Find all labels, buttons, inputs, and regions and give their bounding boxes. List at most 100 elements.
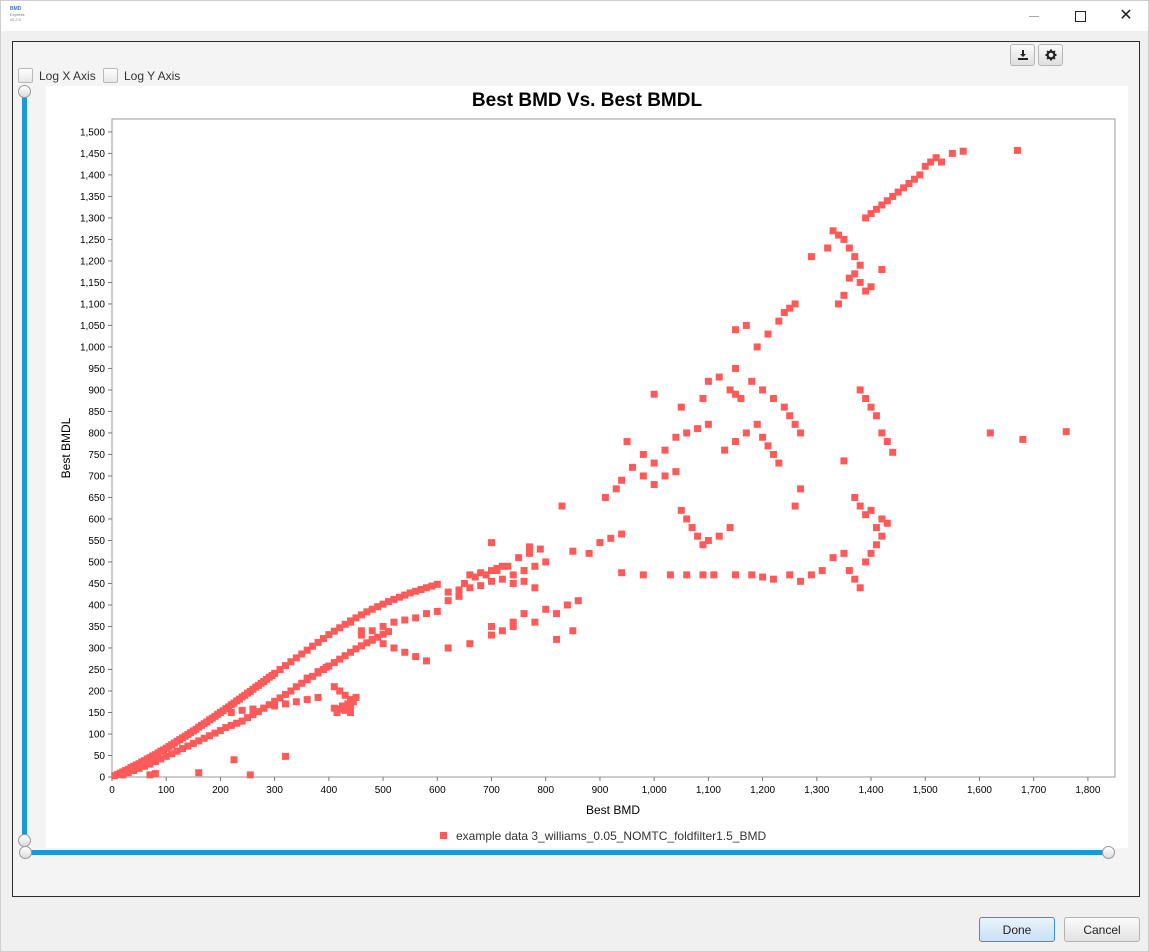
- data-point: [298, 679, 306, 687]
- data-point: [162, 752, 170, 760]
- data-point: [553, 635, 561, 643]
- x-tick-label: 700: [483, 785, 500, 796]
- data-point: [856, 584, 864, 592]
- data-point: [314, 693, 322, 701]
- data-point: [352, 693, 360, 701]
- data-point: [352, 614, 360, 622]
- y-tick-label: 50: [94, 751, 106, 762]
- data-point: [390, 644, 398, 652]
- x-tick-label: 0: [109, 785, 115, 796]
- data-point: [851, 575, 859, 583]
- data-point: [347, 618, 355, 626]
- done-button[interactable]: Done: [979, 917, 1055, 942]
- data-point: [509, 579, 517, 587]
- data-point: [146, 760, 154, 768]
- data-point: [959, 147, 967, 155]
- data-point: [292, 654, 300, 662]
- cancel-button[interactable]: Cancel: [1064, 917, 1140, 942]
- data-point: [135, 764, 143, 772]
- data-point: [628, 463, 636, 471]
- data-point: [385, 598, 393, 606]
- data-point: [672, 468, 680, 476]
- x-tick-label: 600: [429, 785, 446, 796]
- data-point: [769, 395, 777, 403]
- data-point: [428, 582, 436, 590]
- x-tick-label: 1,200: [750, 785, 775, 796]
- y-tick-label: 150: [88, 708, 105, 719]
- data-point: [661, 446, 669, 454]
- data-point: [325, 631, 333, 639]
- data-point: [878, 201, 886, 209]
- data-point: [482, 571, 490, 579]
- data-point: [753, 343, 761, 351]
- data-point: [872, 412, 880, 420]
- data-point: [390, 618, 398, 626]
- data-point: [618, 530, 626, 538]
- minimize-button[interactable]: [1011, 1, 1057, 31]
- settings-button[interactable]: [1038, 44, 1063, 66]
- data-point: [905, 180, 913, 188]
- maximize-button[interactable]: [1057, 1, 1103, 31]
- data-point: [851, 270, 859, 278]
- x-range-slider-max-handle[interactable]: [1102, 846, 1115, 859]
- close-icon: ✕: [1119, 7, 1133, 24]
- data-point: [851, 253, 859, 261]
- x-range-slider-min-handle[interactable]: [19, 846, 32, 859]
- y-tick-label: 450: [88, 579, 105, 590]
- data-point: [363, 608, 371, 616]
- data-point: [189, 739, 197, 747]
- log-y-axis-checkbox[interactable]: [103, 68, 118, 83]
- download-icon: [1017, 50, 1028, 60]
- data-point: [141, 762, 149, 770]
- data-point: [829, 554, 837, 562]
- data-point: [786, 304, 794, 312]
- data-point: [840, 291, 848, 299]
- data-point: [612, 485, 620, 493]
- log-x-axis-option[interactable]: Log X Axis: [18, 68, 96, 83]
- data-point: [759, 573, 767, 581]
- data-point: [222, 724, 230, 732]
- x-range-slider-track[interactable]: [25, 850, 1109, 855]
- data-point: [309, 642, 317, 650]
- data-point: [466, 571, 474, 579]
- y-tick-label: 550: [88, 536, 105, 547]
- data-point: [569, 547, 577, 555]
- data-point: [314, 668, 322, 676]
- download-button[interactable]: [1010, 44, 1035, 66]
- data-point: [856, 502, 864, 510]
- y-tick-label: 800: [88, 428, 105, 439]
- data-point: [330, 704, 338, 712]
- data-point: [281, 662, 289, 670]
- close-button[interactable]: ✕: [1103, 1, 1149, 31]
- y-range-slider-max-handle[interactable]: [18, 85, 31, 98]
- data-point: [314, 638, 322, 646]
- data-point: [444, 644, 452, 652]
- data-point: [753, 420, 761, 428]
- y-range-slider-track[interactable]: [22, 92, 27, 842]
- data-point: [211, 729, 219, 737]
- data-point: [322, 663, 330, 671]
- log-y-axis-option[interactable]: Log Y Axis: [103, 68, 180, 83]
- data-point: [124, 769, 132, 777]
- data-point: [227, 721, 235, 729]
- data-point: [791, 420, 799, 428]
- log-x-axis-checkbox[interactable]: [18, 68, 33, 83]
- data-point: [504, 562, 512, 570]
- data-point: [672, 433, 680, 441]
- logo-line-3: v2.2.0: [10, 17, 21, 22]
- data-point: [368, 635, 376, 643]
- data-point: [900, 184, 908, 192]
- data-point: [455, 592, 463, 600]
- data-point: [786, 412, 794, 420]
- data-point: [357, 631, 365, 639]
- data-point: [168, 750, 176, 758]
- data-point: [867, 549, 875, 557]
- data-point: [271, 697, 279, 705]
- data-point: [639, 450, 647, 458]
- data-point: [488, 539, 496, 547]
- data-point: [271, 669, 279, 677]
- data-point: [216, 727, 224, 735]
- data-point: [883, 197, 891, 205]
- data-point: [374, 603, 382, 611]
